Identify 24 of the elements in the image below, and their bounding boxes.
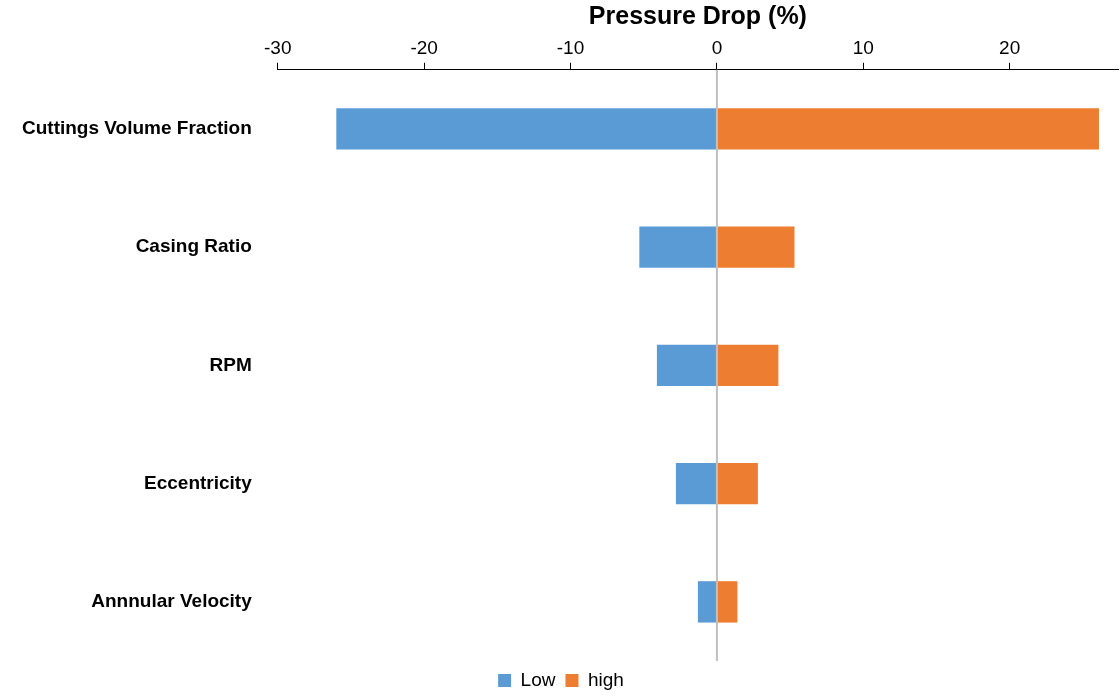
bar xyxy=(717,108,1099,150)
y-tick-label: Eccentricity xyxy=(144,471,253,493)
bar xyxy=(717,226,795,268)
x-tick-label: -30 xyxy=(264,36,292,58)
legend-label: Low xyxy=(520,668,556,690)
x-tick-label: 0 xyxy=(711,36,723,58)
bar xyxy=(717,581,738,623)
bar xyxy=(717,462,758,505)
y-tick-label: RPM xyxy=(209,353,252,375)
bar xyxy=(717,344,779,387)
x-axis-title: Pressure Drop (%) xyxy=(588,0,807,29)
legend-label: high xyxy=(587,668,624,690)
y-tick-label: Casing Ratio xyxy=(135,235,252,257)
x-tick-label: -20 xyxy=(410,36,438,58)
y-tick-label: Annnular Velocity xyxy=(91,590,253,612)
x-tick-label: 10 xyxy=(852,36,874,58)
y-tick-label: Cuttings Volume Fraction xyxy=(22,117,252,139)
x-tick-label: -10 xyxy=(556,36,585,58)
bar xyxy=(336,108,717,150)
bar xyxy=(639,226,717,268)
x-tick-label: 20 xyxy=(999,36,1021,58)
bar xyxy=(675,462,717,505)
bar xyxy=(697,581,717,623)
bar xyxy=(656,344,717,387)
